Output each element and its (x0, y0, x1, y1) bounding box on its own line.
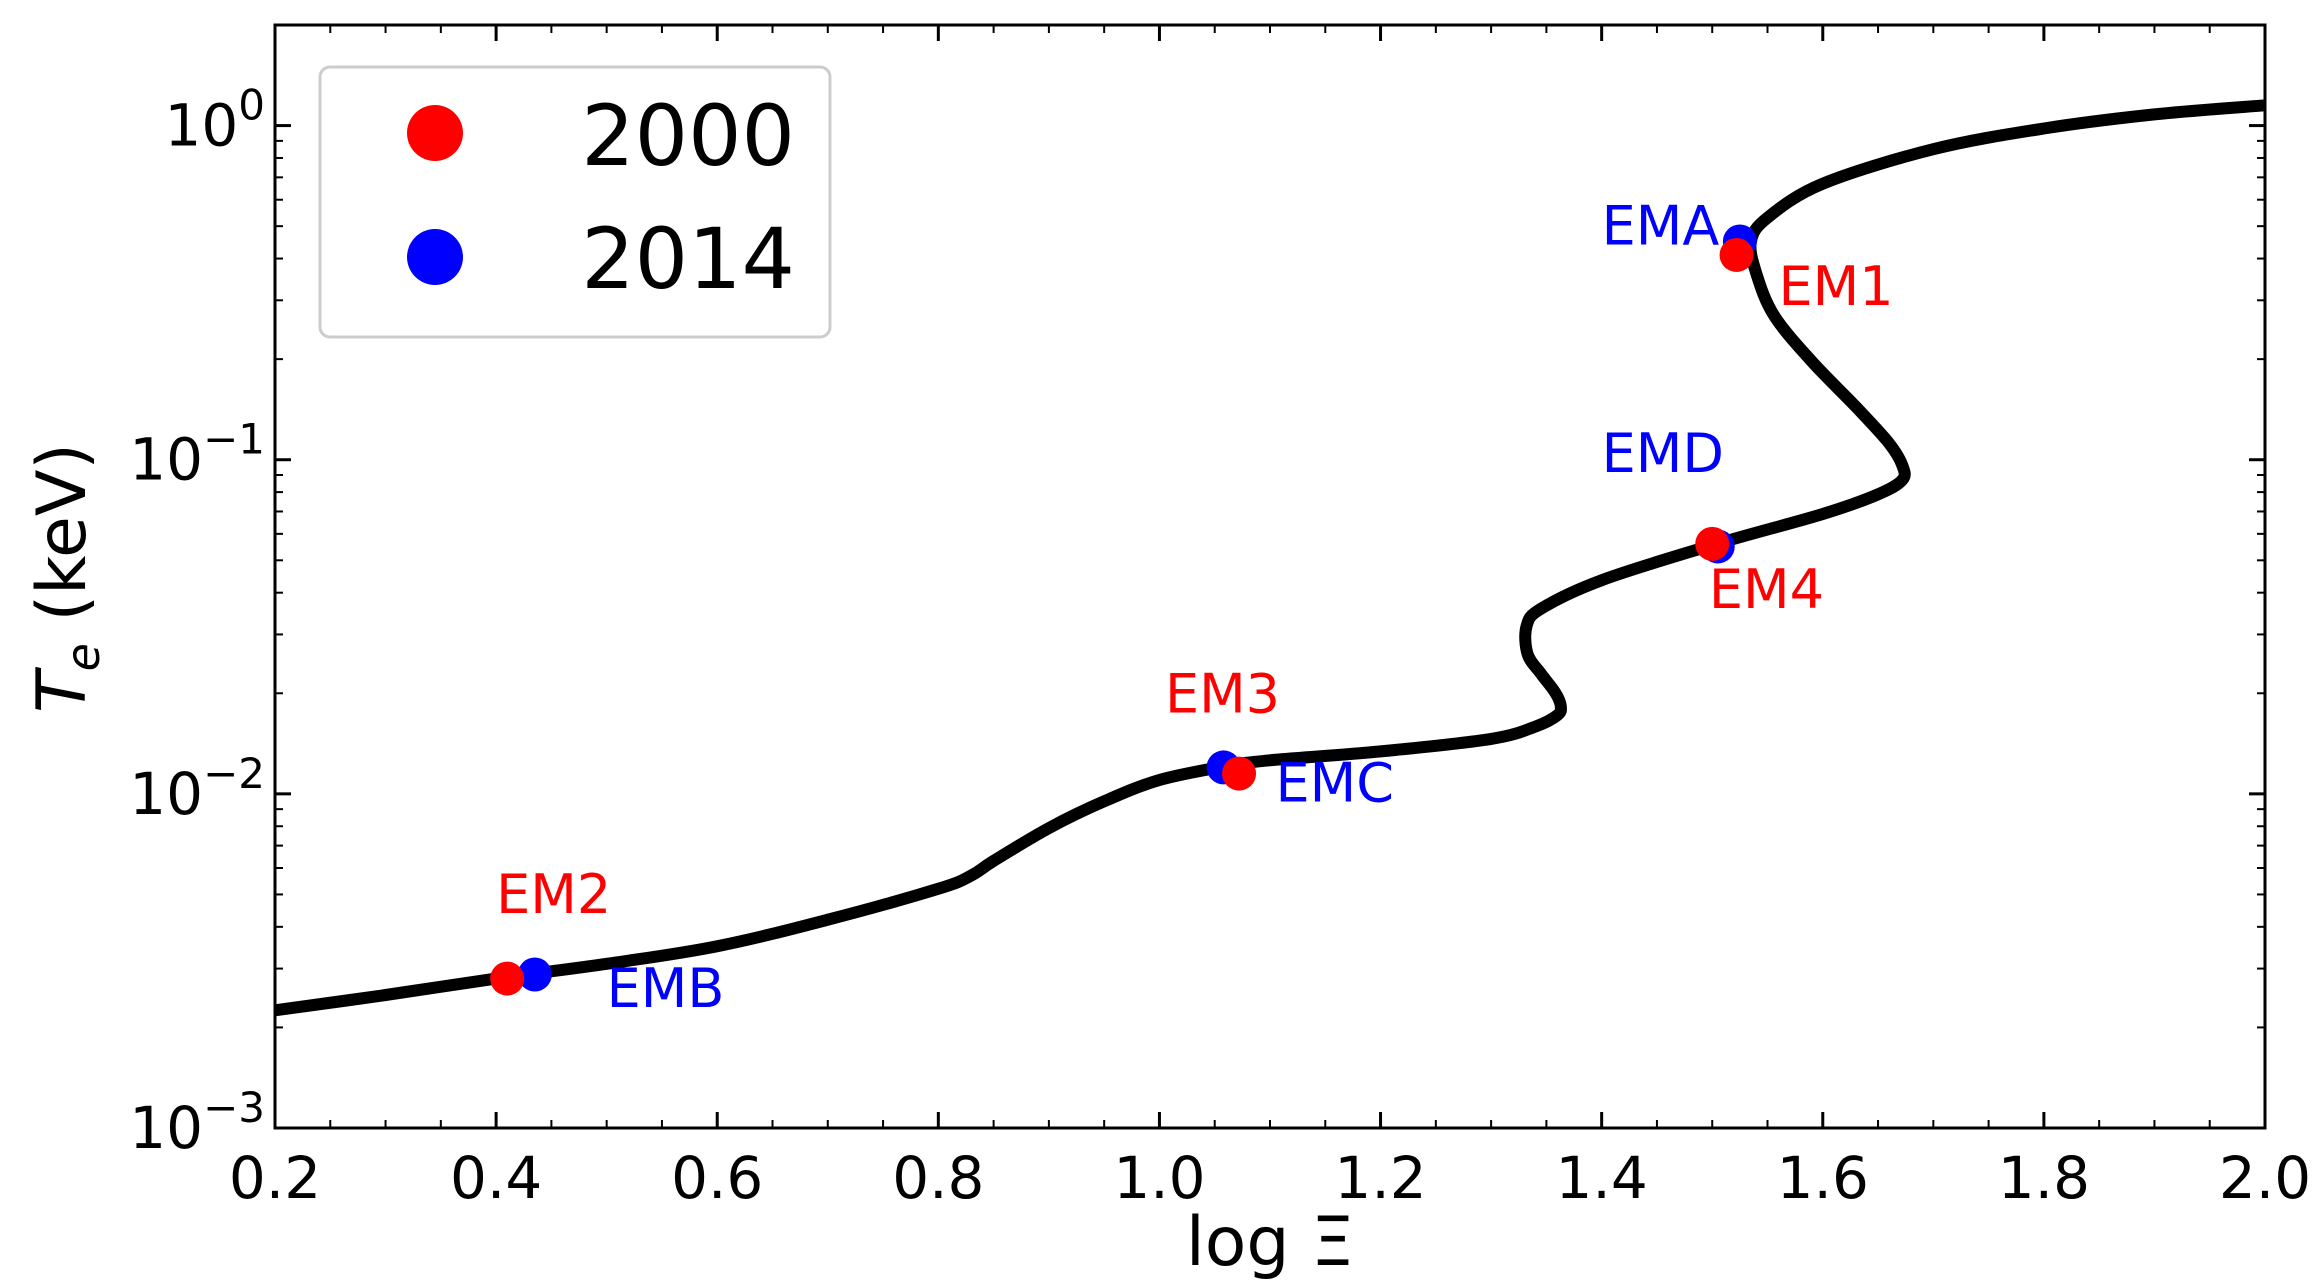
points-layer (490, 224, 1757, 996)
annotation-ema: EMA (1602, 195, 1720, 258)
annotation-em1: EM1 (1779, 255, 1894, 318)
x-tick-label: 1.2 (1334, 1144, 1426, 1212)
x-tick-label: 2.0 (2219, 1144, 2311, 1212)
labels-layer: 0.2 0.4 0.6 0.8 1.0 1.2 1.4 1.6 1.8 2.0 10−3 10−2 10… (129, 81, 2311, 1212)
point-em4 (1695, 526, 1730, 561)
point-emb (517, 957, 552, 992)
y-tick-label: 10−1 (129, 415, 265, 494)
legend-marker-2014 (407, 229, 463, 285)
y-axis-title: Te (keV) (23, 443, 110, 713)
x-tick-label: 1.0 (1113, 1144, 1205, 1212)
annotation-em3: EM3 (1165, 663, 1280, 726)
x-tick-label: 0.8 (892, 1144, 984, 1212)
legend-label-2014: 2014 (581, 210, 795, 308)
legend: 2000 2014 (318, 65, 832, 339)
point-em1 (1719, 237, 1754, 272)
x-tick-label: 1.4 (1556, 1144, 1648, 1212)
annotation-emc: EMC (1276, 751, 1394, 814)
legend-label-2000: 2000 (581, 87, 795, 185)
legend-marker-2000 (407, 105, 463, 161)
annotation-emd: EMD (1602, 422, 1724, 485)
annotation-emb: EMB (607, 957, 725, 1020)
x-tick-label: 0.4 (450, 1144, 542, 1212)
y-tick-label: 100 (164, 81, 265, 160)
y-tick-label: 10−3 (129, 1083, 265, 1162)
x-tick-label: 1.8 (1998, 1144, 2090, 1212)
x-tick-label: 0.2 (229, 1144, 321, 1212)
plot-frame (273, 23, 2267, 1130)
annotation-em4: EM4 (1709, 558, 1824, 621)
y-tick-label: 10−2 (129, 749, 265, 828)
x-axis-title: log Ξ (1186, 1203, 1354, 1282)
x-tick-label: 0.6 (671, 1144, 763, 1212)
x-tick-label: 1.6 (1777, 1144, 1869, 1212)
point-em3 (1222, 756, 1257, 791)
annotation-em2: EM2 (496, 863, 611, 926)
point-em2 (490, 961, 525, 996)
